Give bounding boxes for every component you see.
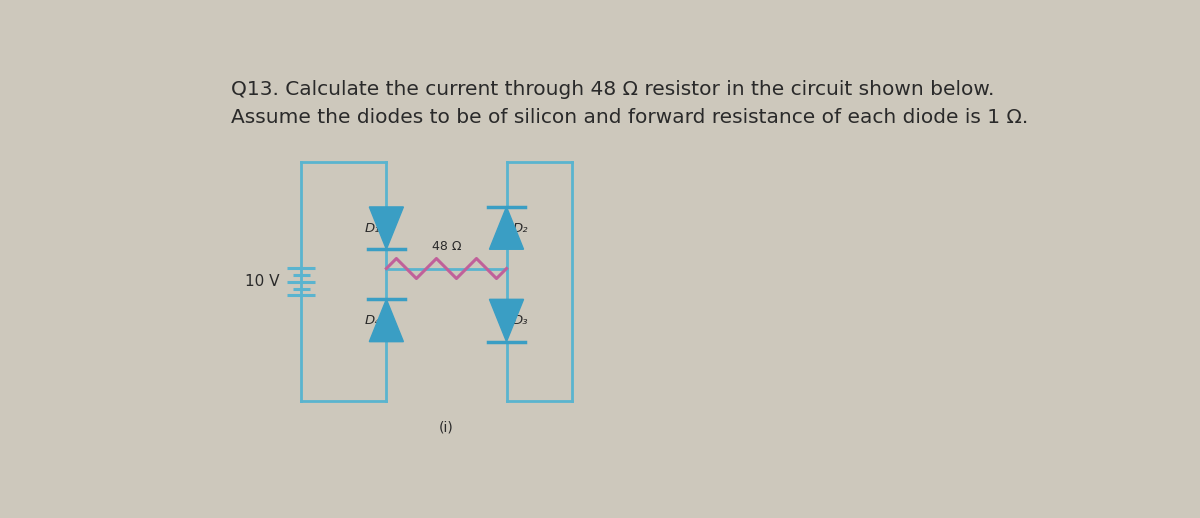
Text: Q13. Calculate the current through 48 Ω resistor in the circuit shown below.: Q13. Calculate the current through 48 Ω … (232, 80, 995, 98)
Polygon shape (490, 299, 523, 342)
Text: D₂: D₂ (512, 222, 528, 235)
Polygon shape (490, 207, 523, 249)
Text: (i): (i) (439, 421, 454, 435)
Text: Assume the diodes to be of silicon and forward resistance of each diode is 1 Ω.: Assume the diodes to be of silicon and f… (232, 108, 1028, 127)
Polygon shape (370, 299, 403, 342)
Text: D₁: D₁ (365, 222, 380, 235)
Polygon shape (370, 207, 403, 249)
Text: 48 Ω: 48 Ω (432, 240, 461, 253)
Text: D₄: D₄ (365, 314, 380, 327)
Text: 10 V: 10 V (245, 274, 280, 289)
Text: D₃: D₃ (512, 314, 528, 327)
